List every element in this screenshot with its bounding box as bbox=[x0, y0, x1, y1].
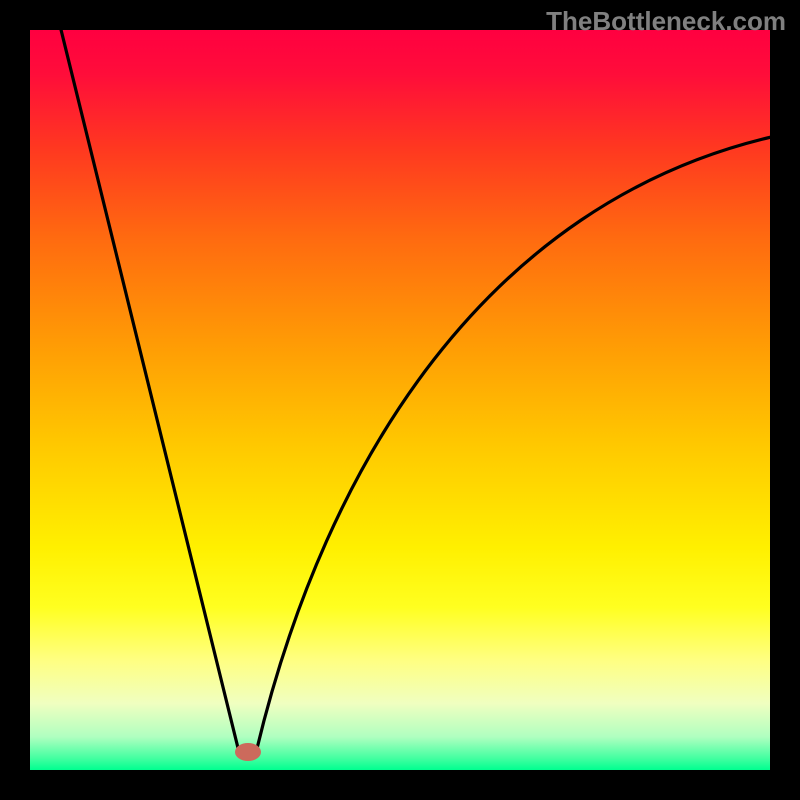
watermark-text: TheBottleneck.com bbox=[546, 6, 786, 37]
gradient-rect bbox=[30, 30, 770, 770]
stage: TheBottleneck.com bbox=[0, 0, 800, 800]
gradient-plot bbox=[30, 30, 770, 770]
dip-marker bbox=[235, 743, 261, 761]
